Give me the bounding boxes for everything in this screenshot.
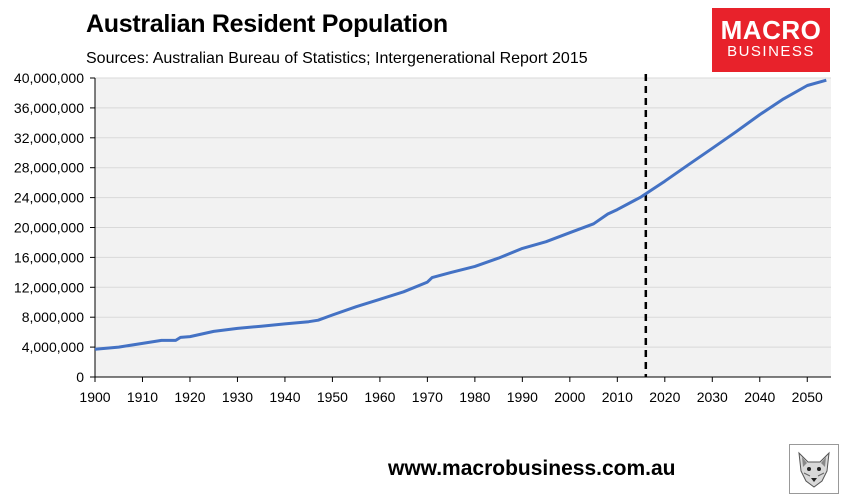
x-tick-label: 1920 (174, 389, 205, 405)
y-tick-label: 12,000,000 (14, 279, 84, 295)
y-tick-label: 24,000,000 (14, 190, 84, 206)
x-tick-label: 2010 (602, 389, 633, 405)
y-tick-label: 4,000,000 (22, 339, 84, 355)
x-tick-label: 1980 (459, 389, 490, 405)
y-tick-label: 8,000,000 (22, 309, 84, 325)
gridlines (95, 77, 831, 348)
x-tick-label: 1950 (317, 389, 348, 405)
logo-line-2: BUSINESS (727, 43, 815, 60)
y-tick-label: 0 (76, 369, 84, 385)
x-tick-label: 1960 (364, 389, 395, 405)
logo-line-1: MACRO (720, 15, 822, 45)
chart-subtitle: Sources: Australian Bureau of Statistics… (86, 50, 588, 67)
population-series-line (94, 78, 827, 351)
x-tick-label: 1900 (79, 389, 110, 405)
chart-title: Australian Resident Population (86, 10, 448, 38)
x-tick-label: 2030 (697, 389, 728, 405)
x-tick-label: 1970 (412, 389, 443, 405)
x-tick-label: 1990 (507, 389, 538, 405)
wolf-icon (789, 444, 839, 494)
x-tick-label: 2050 (792, 389, 823, 405)
y-tick-label: 28,000,000 (14, 160, 84, 176)
x-tick-label: 1940 (269, 389, 300, 405)
footer-url: www.macrobusiness.com.au (388, 457, 676, 480)
x-tick-label: 2040 (744, 389, 775, 405)
macrobusiness-logo: MACRO BUSINESS (712, 8, 830, 72)
x-tick-label: 1930 (222, 389, 253, 405)
y-tick-label: 20,000,000 (14, 220, 84, 236)
population-chart: 0 4,000,000 8,000,000 12,000,000 16,000,000 2… (14, 70, 831, 405)
y-tick-label: 32,000,000 (14, 130, 84, 146)
x-tick-label: 2000 (554, 389, 585, 405)
y-tick-label: 16,000,000 (14, 249, 84, 265)
y-tick-label: 40,000,000 (14, 70, 84, 86)
y-tick-label: 36,000,000 (14, 100, 84, 116)
x-tick-label: 1910 (127, 389, 158, 405)
x-axis-ticks: 1900 1910 1920 1930 1940 1950 1960 1970 1980 1990… (79, 377, 823, 405)
x-tick-label: 2020 (649, 389, 680, 405)
y-axis-ticks: 0 4,000,000 8,000,000 12,000,000 16,000,000 2… (14, 70, 95, 385)
